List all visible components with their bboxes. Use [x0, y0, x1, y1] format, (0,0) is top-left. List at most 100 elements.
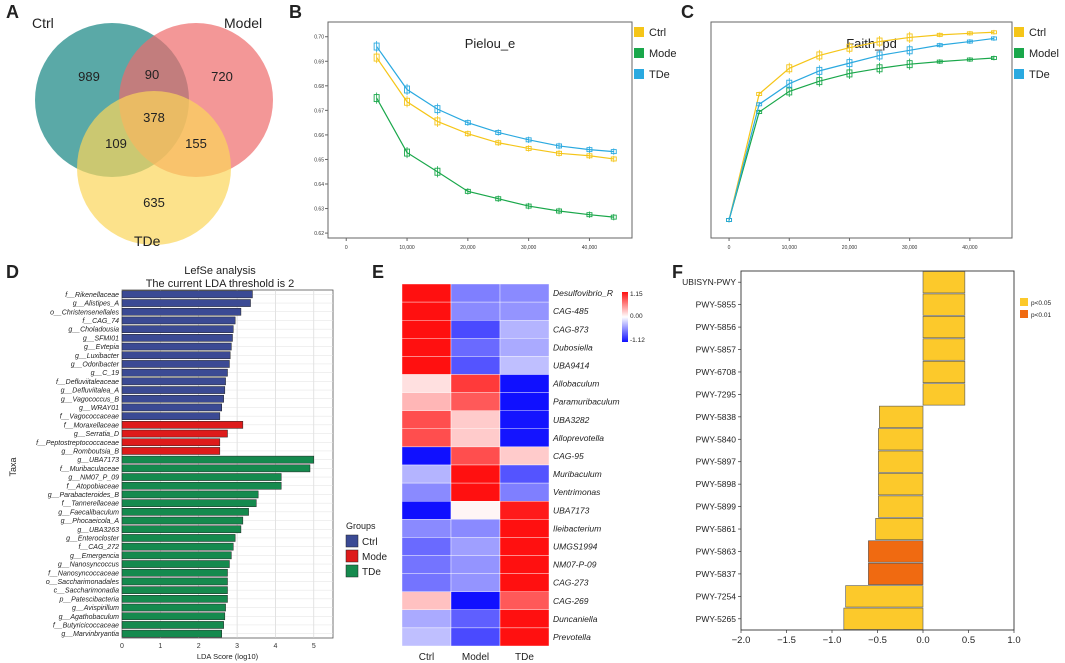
taxon-label: c__Saccharimonadia	[54, 588, 119, 595]
taxon-label: f__Butyricicoccaceae	[53, 622, 119, 629]
legend-label: Ctrl	[362, 537, 378, 548]
row-label: Muribaculum	[553, 469, 602, 479]
row-label: Dubosiella	[553, 342, 593, 352]
row-label: Prevotella	[553, 632, 591, 642]
pathway-bar	[875, 518, 924, 541]
taxon-label: g__Marvinbryantia	[61, 631, 119, 638]
box-marker	[816, 66, 823, 75]
box-marker	[525, 145, 532, 151]
box-marker	[990, 30, 997, 35]
taxon-label: g__WRAY01	[79, 405, 119, 412]
pathway-bar	[922, 360, 966, 383]
box-marker	[556, 143, 562, 149]
taxon-label: g__Odoribacter	[71, 361, 120, 368]
heatmap-cell	[401, 428, 452, 448]
y-tick-label: 0.62	[314, 231, 324, 237]
y-tick-label: 0.68	[314, 84, 324, 90]
heatmap-cell	[401, 283, 452, 303]
y-axis-label: Taxa	[8, 457, 18, 476]
x-tick-label: −0.5	[868, 635, 887, 646]
box-marker	[495, 140, 502, 146]
box-marker	[846, 69, 853, 78]
box-marker	[586, 153, 593, 159]
venn-count-model-only: 720	[211, 69, 233, 84]
legend-label: Ctrl	[649, 27, 666, 39]
lefse-bar	[121, 473, 282, 481]
lefse-bar	[121, 334, 233, 342]
heatmap-cell	[499, 555, 550, 574]
row-label: CAG-269	[553, 596, 589, 606]
taxon-label: f__Defluviitaleaceae	[56, 379, 119, 386]
heatmap-cell	[401, 338, 452, 357]
box-marker	[610, 156, 617, 162]
x-tick-label: 1.0	[1007, 635, 1020, 646]
row-label: UBA7173	[553, 505, 590, 515]
series-line-ctrl	[728, 31, 994, 221]
chart-title: Pielou_e	[465, 36, 516, 51]
pathway-label: PWY-5863	[696, 546, 737, 556]
heatmap-cell	[401, 356, 452, 375]
box-marker	[404, 97, 410, 106]
box-marker	[495, 196, 502, 202]
box-marker	[756, 102, 763, 107]
heatmap-cell	[450, 573, 501, 592]
row-label: UBA3282	[553, 415, 590, 425]
lefse-bar	[121, 464, 311, 473]
x-tick-label: 30,000	[902, 245, 918, 250]
lefse-bar	[121, 508, 249, 516]
legend-label: Mode	[362, 552, 387, 563]
lefse-bar	[121, 612, 226, 621]
pathway-bar	[879, 405, 924, 428]
legend-label: TDe	[1029, 69, 1050, 81]
heatmap-cell	[401, 374, 452, 393]
column-label: TDe	[515, 652, 534, 662]
genus-heatmap: Desulfovibrio_R CAG-485 CAG-873 Dubosiella U…	[401, 283, 645, 662]
taxon-label: g__Vagococcus_B	[61, 396, 119, 403]
heatmap-cell	[450, 374, 501, 393]
lefse-bar	[121, 499, 257, 507]
taxon-label: o__Saccharimonadales	[46, 579, 120, 586]
venn-count-model-tde: 155	[185, 136, 207, 151]
lefse-bar	[121, 586, 228, 594]
box-marker	[936, 59, 943, 64]
panel-label-e: E	[372, 262, 385, 282]
taxon-label: g__UBA3263	[77, 527, 119, 534]
box-marker	[610, 214, 617, 220]
box-marker	[556, 150, 562, 156]
legend-swatch	[1020, 310, 1028, 318]
legend-label: p<0.01	[1031, 312, 1051, 319]
taxon-label: g__Choladousia	[68, 327, 119, 334]
box-marker	[846, 43, 853, 52]
row-label: Duncaniella	[553, 614, 598, 624]
x-tick-label: 40,000	[582, 245, 598, 250]
venn-count-tde-only: 635	[143, 195, 165, 210]
pathway-label: PWY-5265	[696, 614, 737, 624]
lefse-bar	[121, 403, 222, 412]
y-tick-label: 0.64	[314, 182, 324, 188]
box-marker	[586, 147, 593, 153]
heatmap-cell	[499, 537, 550, 556]
legend-label: TDe	[362, 567, 381, 578]
lefse-bar	[121, 577, 228, 586]
box-marker	[464, 120, 471, 126]
taxon-label: f__CAG_272	[79, 544, 120, 551]
venn-count-ctrl-model: 90	[145, 67, 159, 82]
faith-line-chart: Faith_pd0 10,000 20,000 30,000 40,000CtrlMod…	[710, 21, 1059, 250]
heatmap-cell	[450, 392, 501, 411]
heatmap-cell	[450, 482, 501, 502]
venn-count-all: 378	[143, 110, 165, 125]
box-marker	[756, 92, 763, 96]
y-tick-label: 0.66	[314, 133, 324, 139]
taxon-label: g__Phocaeicola_A	[61, 518, 120, 525]
x-tick-label: 2	[197, 643, 201, 650]
x-tick-label: 40,000	[962, 245, 978, 250]
taxon-label: f__Atopobiaceae	[66, 483, 119, 490]
taxon-label: g__Defluviitalea_A	[61, 388, 120, 395]
heatmap-cell	[450, 591, 501, 611]
pathway-label: PWY-5855	[696, 300, 737, 310]
pathway-bar	[845, 585, 924, 608]
pathway-bar	[922, 293, 966, 316]
row-label: Ventrimonas	[553, 487, 601, 497]
venn-set-label-model: Model	[224, 15, 262, 31]
heatmap-cell	[401, 392, 452, 411]
